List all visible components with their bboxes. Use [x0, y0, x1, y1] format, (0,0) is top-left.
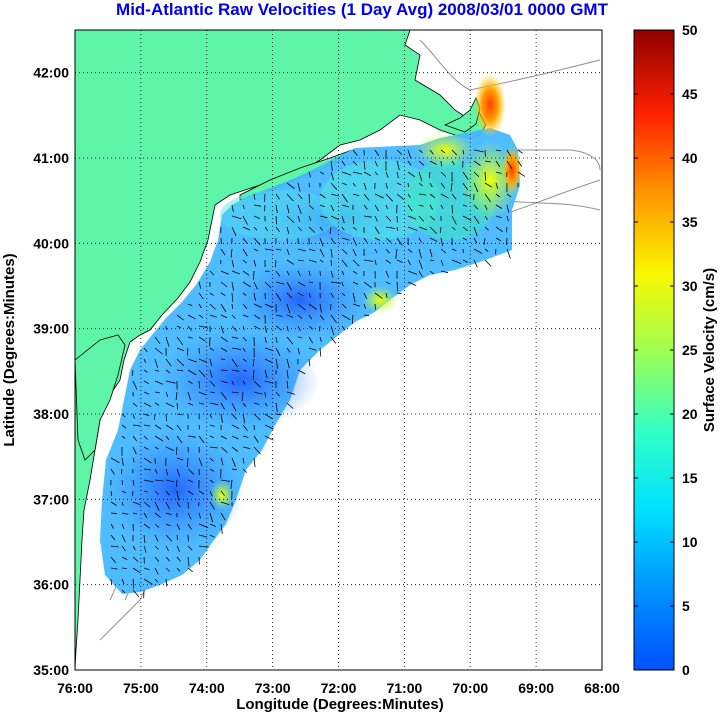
colorbar-tick-label: 10 [682, 534, 698, 550]
x-tick-label: 69:00 [518, 680, 554, 696]
x-tick-label: 73:00 [255, 680, 291, 696]
colorbar-tick-label: 45 [682, 86, 698, 102]
x-tick-label: 75:00 [123, 680, 159, 696]
colorbar-tick-label: 25 [682, 342, 698, 358]
x-tick-label: 71:00 [386, 680, 422, 696]
x-tick-label: 72:00 [321, 680, 357, 696]
y-tick-labels: 35:00 36:00 37:00 38:00 39:00 40:00 41:00 42:00 [33, 65, 69, 678]
y-tick-label: 38:00 [33, 406, 69, 422]
colorbar [633, 29, 675, 671]
map-axes-box [74, 29, 603, 671]
x-tick-label: 70:00 [452, 680, 488, 696]
colorbar-label: Surface Velocity (cm/s) [701, 268, 718, 432]
map-grid [75, 30, 602, 670]
colorbar-tick-label: 30 [682, 278, 698, 294]
velocity-arrows [110, 149, 526, 599]
x-tick-label: 68:00 [584, 680, 620, 696]
x-tick-label: 74:00 [189, 680, 225, 696]
y-tick-label: 40:00 [33, 235, 69, 251]
colorbar-tick-label: 0 [682, 662, 690, 678]
colorbar-tick-label: 35 [682, 214, 698, 230]
y-tick-label: 39:00 [33, 321, 69, 337]
colorbar-tick-label: 20 [682, 406, 698, 422]
delmarva-peninsula [75, 334, 126, 461]
colorbar-ticks: 0 5 10 15 20 25 30 35 40 45 50 [634, 22, 698, 678]
y-tick-label: 41:00 [33, 150, 69, 166]
x-axis-label: Longitude (Degrees:Minutes) [236, 696, 444, 713]
colorbar-tick-label: 40 [682, 150, 698, 166]
y-tick-label: 42:00 [33, 65, 69, 81]
y-axis-label: Latitude (Degrees:Minutes) [1, 253, 18, 446]
y-tick-label: 37:00 [33, 491, 69, 507]
y-tick-label: 35:00 [33, 662, 69, 678]
colorbar-tick-label: 15 [682, 470, 698, 486]
colorbar-tick-label: 50 [682, 22, 698, 38]
x-tick-labels: 76:00 75:00 74:00 73:00 72:00 71:00 70:00 69:00… [57, 680, 620, 696]
colorbar-tick-label: 5 [682, 598, 690, 614]
x-tick-label: 76:00 [57, 680, 93, 696]
y-tick-label: 36:00 [33, 577, 69, 593]
map-title: Mid-Atlantic Raw Velocities (1 Day Avg) … [116, 0, 608, 19]
